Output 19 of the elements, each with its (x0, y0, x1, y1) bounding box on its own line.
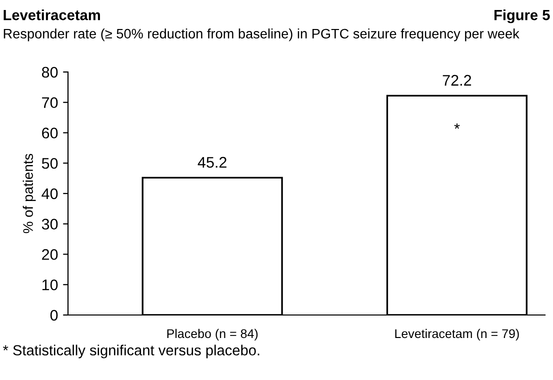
y-axis-title: % of patients (22, 154, 36, 234)
chart-title: Levetiracetam (4, 10, 100, 20)
x-tick-label: Placebo (n = 84) (167, 328, 258, 341)
y-tick-label: 80 (42, 66, 58, 78)
y-tick-label: 50 (42, 158, 58, 169)
chart-subtitle: Responder rate (≥ 50% reduction from baseline) in PGTC seizure frequency per week (4, 28, 520, 42)
data-label: 45.2 (198, 156, 226, 168)
y-tick-label: 40 (42, 188, 58, 200)
y-tick-label: 0 (50, 310, 58, 321)
y-tick-label: 10 (42, 279, 58, 290)
caption: Figure 5 (494, 10, 550, 24)
x-tick-label: Levetiracetam (n = 79) (395, 328, 519, 341)
y-tick-label: 20 (42, 249, 58, 260)
annotation: * (454, 123, 460, 129)
y-tick-label: 30 (42, 218, 58, 230)
y-tick-label: 60 (42, 128, 58, 138)
text: * Statistically significant versus placebo. (3, 344, 260, 358)
data-label: 72.2 (442, 74, 472, 86)
y-tick-label: 70 (42, 97, 58, 108)
